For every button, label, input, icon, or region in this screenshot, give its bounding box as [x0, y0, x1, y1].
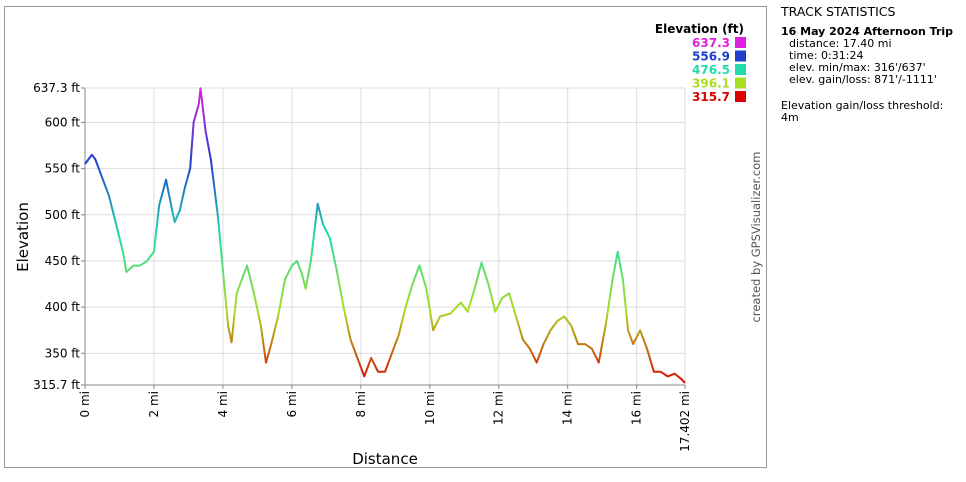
x-tick-label: 6 mi [285, 391, 299, 417]
x-tick-label: 16 mi [630, 391, 644, 425]
y-tick-label: 550 ft [45, 162, 81, 176]
legend-value: 396.1 [692, 77, 730, 91]
x-axis-label: Distance [352, 450, 418, 468]
elevation-line [84, 87, 686, 384]
legend-value: 637.3 [692, 36, 730, 50]
legend-value: 556.9 [692, 50, 730, 64]
y-tick-label: 315.7 ft [33, 378, 80, 392]
y-axis-label: Elevation [14, 202, 32, 272]
x-tick-label: 0 mi [78, 391, 92, 417]
stat-line: elev. min/max: 316'/637' [789, 61, 926, 74]
x-tick-label: 14 mi [561, 391, 575, 425]
legend-swatch [735, 64, 746, 75]
x-tick-label: 10 mi [423, 391, 437, 425]
y-tick-label: 400 ft [45, 300, 81, 314]
y-tick-label: 450 ft [45, 254, 81, 268]
stat-lines: distance: 17.40 mi time: 0:31:24 elev. min… [781, 38, 961, 86]
threshold-value: 4m [781, 111, 799, 124]
track-statistics: TRACK STATISTICS 16 May 2024 Afternoon T… [781, 4, 961, 124]
x-tick-label: 17.402 mi [678, 391, 692, 452]
legend-swatch [735, 91, 746, 102]
trip-name: 16 May 2024 Afternoon Trip [781, 25, 954, 38]
stat-line: distance: 17.40 mi [789, 37, 892, 50]
x-tick-label: 8 mi [354, 391, 368, 417]
x-tick-label: 4 mi [216, 391, 230, 417]
legend-value: 315.7 [692, 90, 730, 104]
threshold-label: Elevation gain/loss threshold: [781, 99, 944, 112]
y-tick-label: 350 ft [45, 346, 81, 360]
legend-swatch [735, 77, 746, 89]
y-tick-label: 637.3 ft [33, 81, 80, 95]
legend-swatch [735, 50, 746, 62]
stat-line: time: 0:31:24 [789, 49, 864, 62]
credit: created by GPSVisualizer.com [749, 152, 763, 323]
x-tick-label: 12 mi [492, 391, 506, 425]
legend-swatch [735, 37, 746, 48]
y-tick-label: 600 ft [45, 115, 81, 129]
y-tick-label: 500 ft [45, 208, 81, 222]
legend-title: Elevation (ft) [655, 22, 744, 36]
legend-value: 476.5 [692, 63, 730, 77]
x-tick-label: 2 mi [147, 391, 161, 417]
stats-heading: TRACK STATISTICS [781, 4, 896, 19]
chart-frame [4, 6, 767, 468]
stat-line: elev. gain/loss: 871'/-1111' [789, 73, 937, 86]
